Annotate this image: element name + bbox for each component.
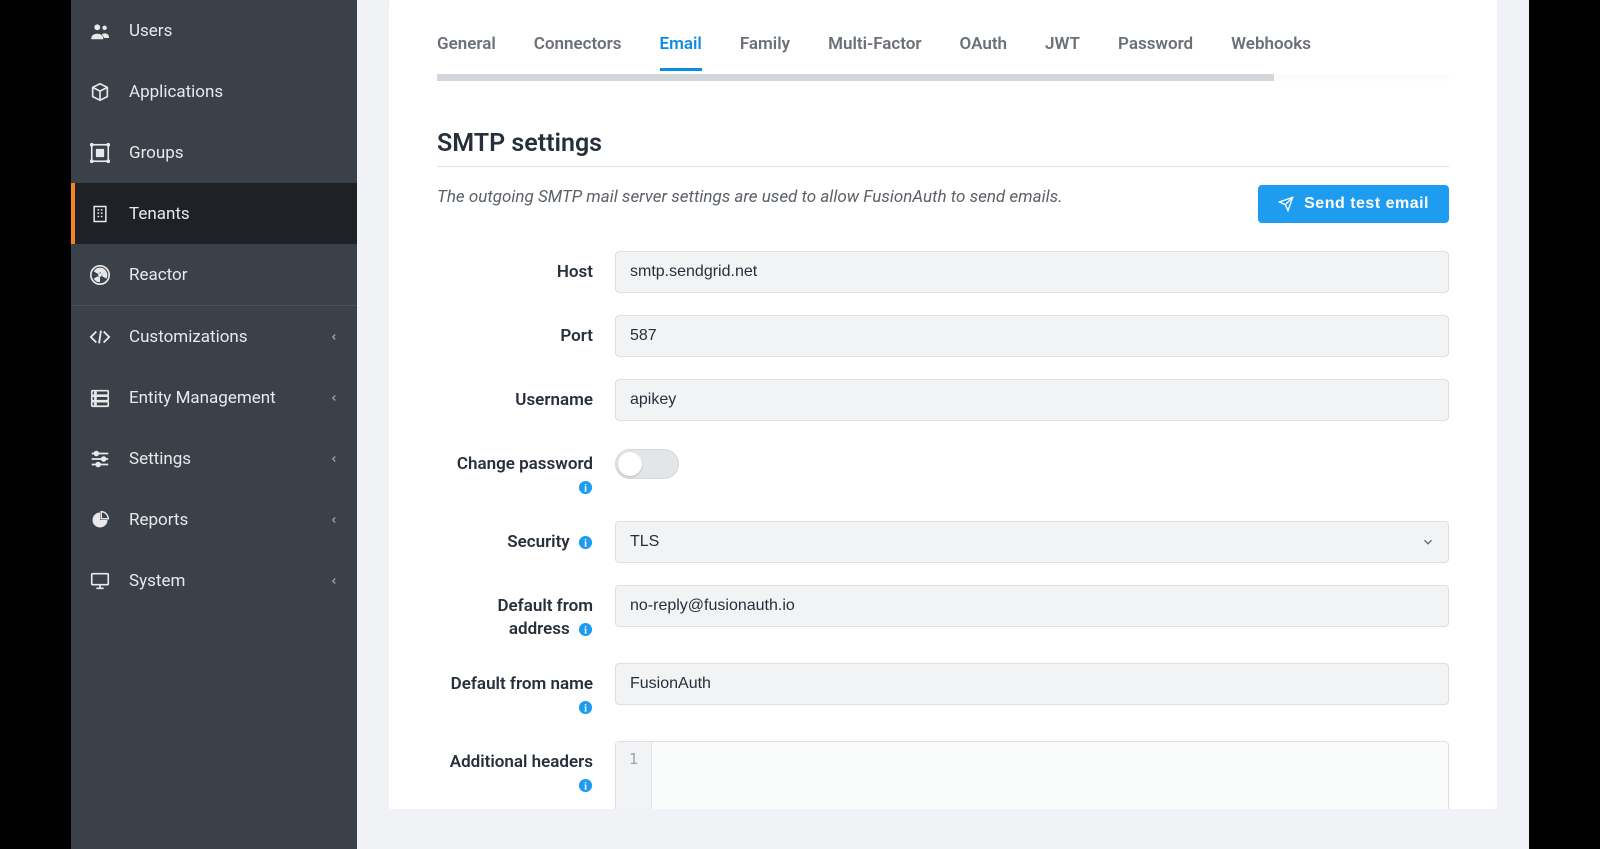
host-input[interactable] (615, 251, 1449, 293)
security-label: Security i (437, 521, 615, 554)
svg-text:i: i (584, 483, 587, 494)
sidebar-item-customizations[interactable]: Customizations (71, 306, 357, 367)
send-test-email-label: Send test email (1304, 195, 1429, 213)
tabs-scroll-thumb[interactable] (1274, 74, 1449, 81)
sidebar-item-label: Settings (129, 449, 329, 469)
change-password-toggle[interactable] (615, 449, 679, 479)
info-icon[interactable]: i (578, 622, 593, 637)
section-divider (437, 166, 1449, 167)
settings-card: General Connectors Email Family Multi-Fa… (389, 0, 1497, 809)
svg-text:i: i (584, 625, 587, 636)
chevron-left-icon (329, 454, 339, 464)
security-label-text: Security (507, 532, 570, 552)
sidebar-item-users[interactable]: Users (71, 0, 357, 61)
tabs-scroll-track[interactable] (437, 74, 1449, 81)
chevron-left-icon (329, 393, 339, 403)
code-gutter: 1 (616, 742, 652, 809)
toggle-knob (618, 452, 642, 476)
sidebar-item-label: Customizations (129, 327, 329, 347)
additional-headers-textarea[interactable] (652, 742, 1448, 809)
default-from-name-input[interactable] (615, 663, 1449, 705)
tab-multi-factor[interactable]: Multi-Factor (828, 28, 921, 71)
change-password-label: Change password i (437, 443, 615, 499)
form-row-port: Port (437, 315, 1449, 357)
svg-text:i: i (584, 703, 587, 714)
change-password-label-text: Change password (457, 454, 593, 474)
server-icon (89, 387, 111, 409)
building-icon (89, 203, 111, 225)
radiation-icon (89, 264, 111, 286)
info-icon[interactable]: i (578, 480, 593, 495)
send-test-email-button[interactable]: Send test email (1258, 185, 1449, 223)
host-label: Host (437, 251, 615, 284)
users-icon (89, 20, 111, 42)
form-row-username: Username (437, 379, 1449, 421)
main-content: General Connectors Email Family Multi-Fa… (357, 0, 1529, 849)
additional-headers-editor: 1 (615, 741, 1449, 809)
info-icon[interactable]: i (578, 535, 593, 550)
section-header-row: The outgoing SMTP mail server settings a… (437, 185, 1449, 223)
tabs: General Connectors Email Family Multi-Fa… (437, 28, 1449, 72)
sidebar-item-label: Tenants (129, 204, 339, 224)
username-label: Username (437, 379, 615, 412)
sidebar-item-label: Groups (129, 143, 339, 163)
sidebar-item-label: Applications (129, 82, 339, 102)
sidebar-item-reactor[interactable]: Reactor (71, 244, 357, 305)
additional-headers-label: Additional headers i (437, 741, 615, 797)
sidebar-item-applications[interactable]: Applications (71, 61, 357, 122)
sidebar-item-label: Reactor (129, 265, 339, 285)
chevron-left-icon (329, 576, 339, 586)
info-icon[interactable]: i (578, 778, 593, 793)
username-input[interactable] (615, 379, 1449, 421)
default-from-address-label: Default from address i (437, 585, 615, 641)
tab-jwt[interactable]: JWT (1045, 28, 1080, 71)
section-description: The outgoing SMTP mail server settings a… (437, 185, 1234, 211)
tab-webhooks[interactable]: Webhooks (1231, 28, 1311, 71)
code-icon (89, 326, 111, 348)
tab-family[interactable]: Family (740, 28, 790, 71)
default-from-name-label: Default from name i (437, 663, 615, 719)
form-row-change-password: Change password i (437, 443, 1449, 499)
svg-text:i: i (584, 538, 587, 549)
tab-general[interactable]: General (437, 28, 496, 71)
section-title: SMTP settings (437, 129, 1449, 158)
sidebar-item-label: System (129, 571, 329, 591)
app-frame: Users Applications Groups Tenants Reacto (71, 0, 1529, 849)
form-row-host: Host (437, 251, 1449, 293)
port-input[interactable] (615, 315, 1449, 357)
form-row-default-from-name: Default from name i (437, 663, 1449, 719)
sidebar-item-label: Reports (129, 510, 329, 530)
tab-oauth[interactable]: OAuth (960, 28, 1008, 71)
additional-headers-label-text: Additional headers (450, 752, 593, 772)
sidebar-item-reports[interactable]: Reports (71, 489, 357, 550)
paper-plane-icon (1278, 196, 1294, 212)
sidebar-item-entity-management[interactable]: Entity Management (71, 367, 357, 428)
sidebar-item-settings[interactable]: Settings (71, 428, 357, 489)
sidebar-item-tenants[interactable]: Tenants (71, 183, 357, 244)
default-from-address-input[interactable] (615, 585, 1449, 627)
security-select[interactable]: TLS (615, 521, 1449, 563)
tab-email[interactable]: Email (660, 28, 702, 71)
box-icon (89, 81, 111, 103)
form-row-default-from-address: Default from address i (437, 585, 1449, 641)
sidebar-item-label: Entity Management (129, 388, 329, 408)
pie-chart-icon (89, 509, 111, 531)
sliders-icon (89, 448, 111, 470)
form-row-security: Security i TLS (437, 521, 1449, 563)
info-icon[interactable]: i (578, 700, 593, 715)
sidebar-item-groups[interactable]: Groups (71, 122, 357, 183)
sidebar-item-label: Users (129, 21, 339, 41)
group-frame-icon (89, 142, 111, 164)
chevron-left-icon (329, 332, 339, 342)
svg-text:i: i (584, 781, 587, 792)
tab-connectors[interactable]: Connectors (534, 28, 622, 71)
monitor-icon (89, 570, 111, 592)
tab-password[interactable]: Password (1118, 28, 1193, 71)
form-row-additional-headers: Additional headers i 1 (437, 741, 1449, 809)
sidebar-item-system[interactable]: System (71, 550, 357, 611)
sidebar: Users Applications Groups Tenants Reacto (71, 0, 357, 849)
chevron-left-icon (329, 515, 339, 525)
default-from-name-label-text: Default from name (451, 674, 593, 694)
port-label: Port (437, 315, 615, 348)
